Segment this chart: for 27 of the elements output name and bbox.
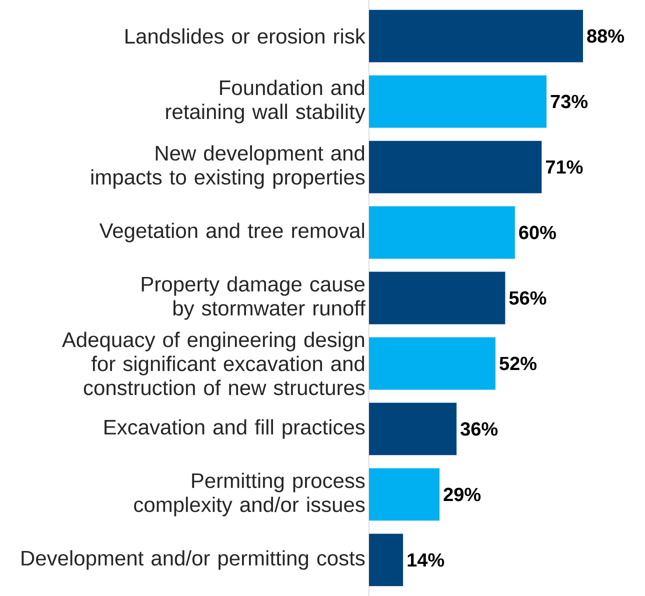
y-tick-label: Excavation and fill practices	[104, 419, 365, 439]
data-label: 71%	[546, 160, 583, 174]
data-label: 88%	[587, 29, 624, 43]
data-label: 56%	[509, 291, 546, 305]
y-tick-label: Vegetation and tree removal	[99, 222, 364, 242]
bar	[369, 10, 583, 62]
data-label: 14%	[408, 553, 444, 567]
y-tick-label: New development and impacts to existing properties	[91, 145, 365, 189]
bar	[369, 534, 404, 586]
bar	[369, 75, 547, 128]
bar	[369, 468, 440, 521]
data-label: 52%	[500, 356, 537, 370]
bar	[369, 206, 515, 259]
bar	[369, 140, 542, 194]
bar	[369, 337, 496, 390]
y-tick-label: Landslides or erosion risk	[126, 28, 366, 44]
bar	[369, 402, 457, 456]
y-tick-label: Foundation and retaining wall stability	[166, 80, 366, 124]
y-tick-label: Permitting process complexity and/or issues	[134, 472, 365, 516]
data-label: 60%	[519, 226, 556, 240]
y-tick-label: Property damage cause by stormwater runoff	[142, 276, 366, 320]
y-tick-label: Development and/or permitting costs	[22, 550, 365, 570]
data-label: 29%	[444, 488, 481, 502]
data-label: 36%	[460, 422, 498, 436]
y-tick-label: Adequacy of engineering design for significant excavation and construction of new structures	[62, 332, 365, 396]
bar	[369, 272, 506, 324]
data-label: 73%	[550, 94, 588, 108]
